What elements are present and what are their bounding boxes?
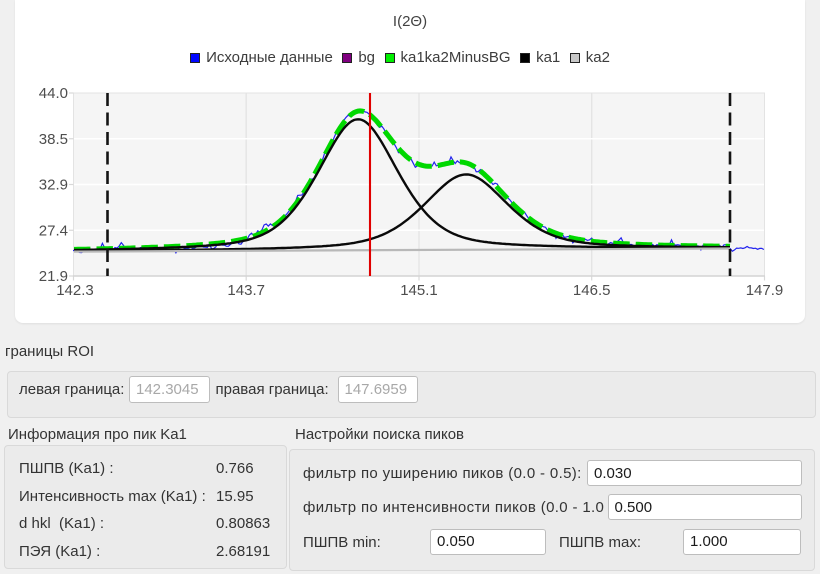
svg-text:145.1: 145.1 <box>400 282 438 299</box>
svg-text:44.0: 44.0 <box>39 85 68 102</box>
svg-text:142.3: 142.3 <box>56 282 94 299</box>
svg-text:38.5: 38.5 <box>39 131 68 148</box>
svg-text:146.5: 146.5 <box>573 282 611 299</box>
svg-text:143.7: 143.7 <box>227 282 265 299</box>
svg-text:27.4: 27.4 <box>39 222 68 239</box>
svg-text:147.9: 147.9 <box>746 282 784 299</box>
svg-text:21.9: 21.9 <box>39 268 68 285</box>
svg-text:32.9: 32.9 <box>39 177 68 194</box>
